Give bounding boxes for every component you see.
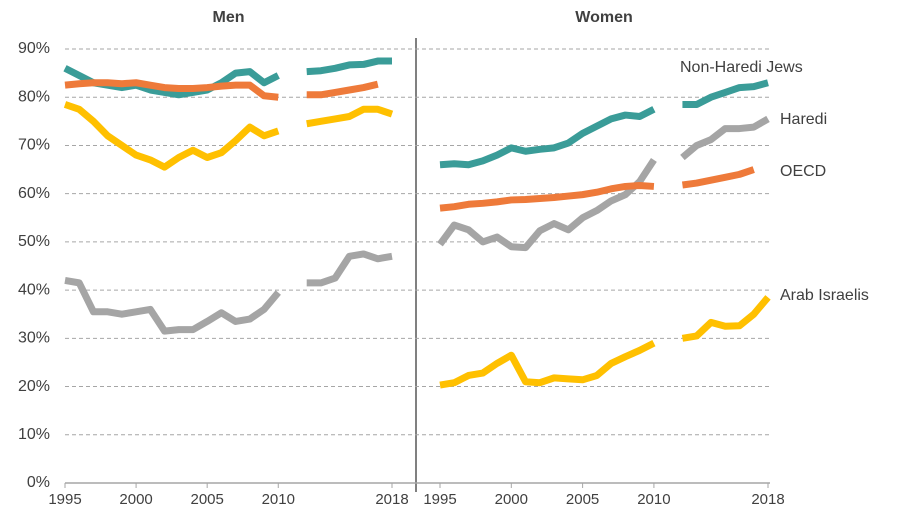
series-label: Non-Haredi Jews [680, 59, 803, 76]
x-tick-label: 2018 [375, 491, 408, 508]
x-tick-label: 2005 [566, 491, 599, 508]
series-line [439, 166, 755, 212]
series-line [439, 295, 771, 389]
series-label: Arab Israelis [780, 287, 869, 304]
x-tick-label: 1995 [423, 491, 456, 508]
y-tick-label: 30% [18, 330, 50, 347]
x-tick-label: 2005 [190, 491, 223, 508]
y-tick-label: 70% [18, 137, 50, 154]
y-tick-label: 10% [18, 426, 50, 443]
series-label: Haredi [780, 111, 827, 128]
x-tick-label: 1995 [48, 491, 81, 508]
x-tick-label: 2000 [495, 491, 528, 508]
y-tick-label: 20% [18, 378, 50, 395]
series-line [64, 250, 393, 335]
y-tick-label: 90% [18, 40, 50, 57]
panel-title: Men [213, 9, 245, 26]
y-tick-label: 40% [18, 281, 50, 298]
panel-title: Women [575, 9, 632, 26]
y-tick-label: 0% [27, 474, 50, 491]
y-tick-label: 60% [18, 185, 50, 202]
x-tick-label: 2000 [119, 491, 152, 508]
x-tick-label: 2010 [637, 491, 670, 508]
series-line [437, 115, 770, 252]
series-line [63, 101, 394, 171]
series-label: OECD [780, 163, 826, 180]
y-tick-label: 50% [18, 233, 50, 250]
x-tick-label: 2018 [751, 491, 784, 508]
y-tick-label: 80% [18, 88, 50, 105]
series-line [439, 79, 769, 169]
x-tick-label: 2010 [262, 491, 295, 508]
series-line [64, 79, 379, 101]
